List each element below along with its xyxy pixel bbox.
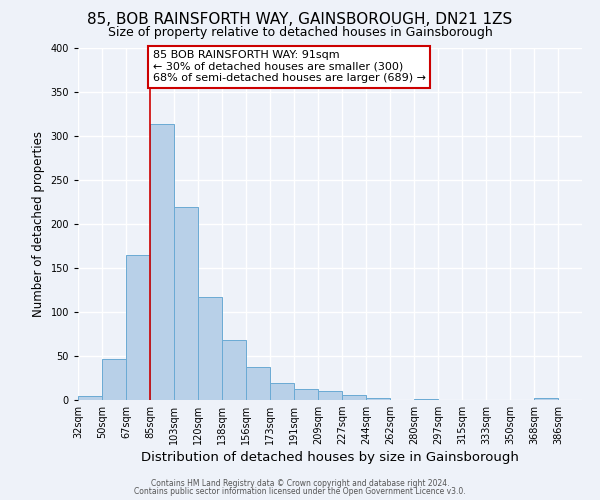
Bar bbox=[270, 384, 294, 400]
X-axis label: Distribution of detached houses by size in Gainsborough: Distribution of detached houses by size … bbox=[141, 452, 519, 464]
Bar bbox=[534, 398, 558, 400]
Bar bbox=[150, 124, 174, 400]
Bar bbox=[414, 399, 438, 400]
Bar bbox=[102, 360, 126, 400]
Bar bbox=[342, 394, 366, 400]
Y-axis label: Number of detached properties: Number of detached properties bbox=[32, 130, 45, 317]
Text: 85 BOB RAINSFORTH WAY: 91sqm
← 30% of detached houses are smaller (300)
68% of s: 85 BOB RAINSFORTH WAY: 91sqm ← 30% of de… bbox=[153, 50, 426, 84]
Bar bbox=[318, 391, 342, 400]
Bar bbox=[126, 254, 150, 400]
Bar bbox=[174, 207, 198, 400]
Bar bbox=[366, 398, 390, 400]
Text: Contains public sector information licensed under the Open Government Licence v3: Contains public sector information licen… bbox=[134, 487, 466, 496]
Bar bbox=[198, 297, 222, 400]
Text: Contains HM Land Registry data © Crown copyright and database right 2024.: Contains HM Land Registry data © Crown c… bbox=[151, 478, 449, 488]
Bar bbox=[294, 390, 318, 400]
Text: 85, BOB RAINSFORTH WAY, GAINSBOROUGH, DN21 1ZS: 85, BOB RAINSFORTH WAY, GAINSBOROUGH, DN… bbox=[88, 12, 512, 28]
Bar bbox=[246, 366, 270, 400]
Bar bbox=[222, 340, 246, 400]
Text: Size of property relative to detached houses in Gainsborough: Size of property relative to detached ho… bbox=[107, 26, 493, 39]
Bar bbox=[78, 396, 102, 400]
